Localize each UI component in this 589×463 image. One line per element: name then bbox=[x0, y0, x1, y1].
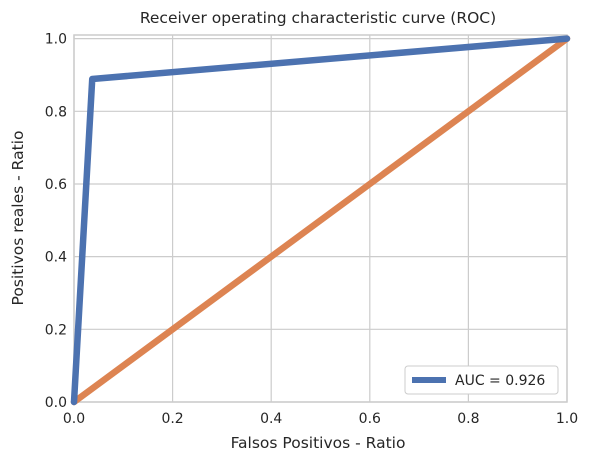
reference-diagonal-line bbox=[70, 35, 571, 406]
x-tick-label: 0.2 bbox=[161, 411, 183, 427]
y-tick-label: 1.0 bbox=[45, 32, 67, 48]
chart-title: Receiver operating characteristic curve … bbox=[140, 9, 496, 27]
y-tick-label: 0.0 bbox=[45, 395, 67, 411]
x-tick-label: 0.8 bbox=[457, 411, 479, 427]
y-tick-label: 0.6 bbox=[45, 177, 67, 193]
y-tick-labels: 0.0 0.2 0.4 0.6 0.8 1.0 bbox=[45, 32, 67, 411]
y-tick-label: 0.8 bbox=[45, 104, 67, 120]
y-axis-label: Positivos reales - Ratio bbox=[9, 131, 27, 306]
y-tick-label: 0.4 bbox=[45, 250, 67, 266]
x-tick-label: 1.0 bbox=[556, 411, 578, 427]
plot-frame bbox=[73, 34, 568, 403]
roc-curve-line bbox=[70, 35, 571, 406]
legend-label: AUC = 0.926 bbox=[455, 373, 545, 389]
legend: AUC = 0.926 bbox=[404, 365, 559, 395]
x-tick-labels: 0.0 0.2 0.4 0.6 0.8 1.0 bbox=[63, 411, 578, 427]
y-tick-label: 0.2 bbox=[45, 322, 67, 338]
x-tick-label: 0.4 bbox=[260, 411, 282, 427]
legend-box bbox=[404, 365, 559, 395]
x-tick-label: 0.0 bbox=[63, 411, 85, 427]
x-tick-label: 0.6 bbox=[359, 411, 381, 427]
series-lines bbox=[70, 35, 571, 406]
x-axis-label: Falsos Positivos - Ratio bbox=[231, 434, 406, 452]
